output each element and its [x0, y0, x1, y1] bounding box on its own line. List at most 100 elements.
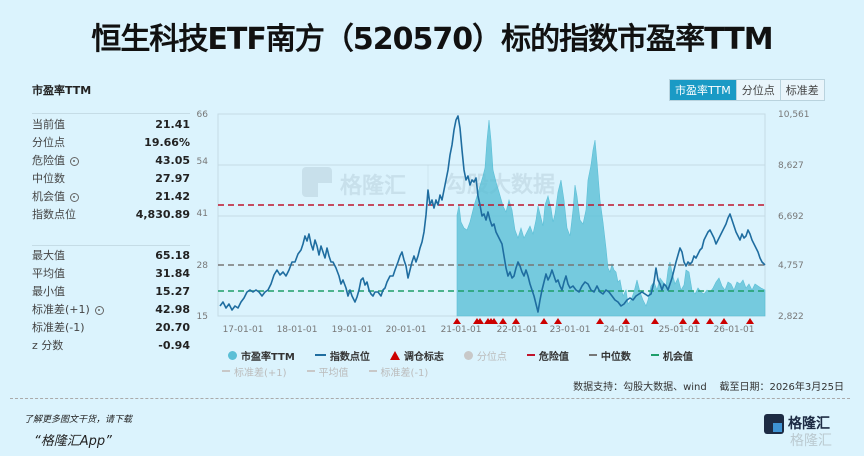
- y-right-tick: 6,692: [778, 212, 804, 222]
- rebalance-marker[interactable]: [622, 318, 630, 324]
- stat-value: 27.97: [155, 172, 190, 185]
- stat-value: 15.27: [155, 285, 190, 298]
- stat-row-zscore: z 分数 -0.94: [32, 337, 190, 355]
- legend-label: 分位点: [476, 351, 507, 363]
- stat-value: 4,830.89: [135, 208, 190, 221]
- x-tick: 21-01-01: [441, 325, 482, 335]
- brand-logo: 格隆汇: [764, 414, 830, 434]
- stat-row-median: 中位数 27.97: [32, 170, 190, 188]
- stat-label: 最大值: [32, 249, 65, 262]
- stat-label: 标准差(+1): [32, 303, 90, 316]
- x-tick: 25-01-01: [659, 325, 700, 335]
- rebalance-marker[interactable]: [476, 318, 484, 324]
- rebalance-marker[interactable]: [692, 318, 700, 324]
- legend-opportunity[interactable]: 机会值: [650, 348, 693, 363]
- legend-median[interactable]: 中位数: [588, 348, 631, 363]
- watermark-right: 勾股大数据: [445, 172, 555, 198]
- logo-icon: [764, 414, 784, 434]
- rebalance-marker[interactable]: [499, 318, 507, 324]
- legend-index-level[interactable]: 指数点位: [314, 348, 370, 363]
- stat-row-current: 当前值 21.41: [32, 116, 190, 134]
- legend-mean[interactable]: 平均值: [306, 364, 349, 379]
- promo-text: 了解更多图文干货，请下载: [24, 415, 133, 425]
- dash-icon: [588, 354, 597, 356]
- rebalance-marker[interactable]: [554, 318, 562, 324]
- rebalance-marker[interactable]: [651, 318, 659, 324]
- promo-app-name: “格隆汇App”: [34, 434, 112, 449]
- legend-label: 平均值: [318, 367, 349, 379]
- gear-icon[interactable]: [70, 156, 79, 166]
- stats-divider-bottom: [32, 245, 190, 246]
- y-left-tick: 54: [197, 157, 209, 167]
- stat-row-min: 最小值 15.27: [32, 283, 190, 301]
- rebalance-marker[interactable]: [746, 318, 754, 324]
- stat-label: 机会值: [32, 190, 65, 203]
- footer-divider: [10, 398, 850, 399]
- legend-std-minus[interactable]: 标准差(-1): [368, 364, 429, 379]
- stats-group-distribution: 最大值 65.18 平均值 31.84 最小值 15.27 标准差(+1) 42.98 …: [32, 247, 190, 355]
- rebalance-marker[interactable]: [453, 318, 461, 324]
- legend-label: 调仓标志: [403, 351, 444, 363]
- stat-label: 当前值: [32, 118, 65, 131]
- legend-pe-ttm[interactable]: 市盈率TTM: [228, 348, 295, 363]
- stat-value: 43.05: [155, 154, 190, 167]
- stat-row-mean: 平均值 31.84: [32, 265, 190, 283]
- legend-label: 危险值: [538, 351, 569, 363]
- y-left-tick: 28: [197, 261, 209, 271]
- legend-danger[interactable]: 危险值: [526, 348, 569, 363]
- stat-row-max: 最大值 65.18: [32, 247, 190, 265]
- dash-icon: [368, 370, 377, 372]
- legend-std-plus[interactable]: 标准差(+1): [222, 364, 287, 379]
- rebalance-marker[interactable]: [706, 318, 714, 324]
- rebalance-markers: [453, 318, 754, 324]
- tab-std-dev[interactable]: 标准差: [779, 80, 824, 100]
- legend-percentile[interactable]: 分位点: [463, 348, 507, 363]
- dash-icon: [650, 354, 659, 356]
- stat-value: 20.70: [155, 321, 190, 334]
- stat-row-std-minus: 标准差(-1) 20.70: [32, 319, 190, 337]
- x-tick: 17-01-01: [223, 325, 264, 335]
- gear-icon[interactable]: [94, 305, 104, 315]
- rebalance-marker[interactable]: [679, 318, 687, 324]
- index-level-line: [219, 115, 766, 313]
- y-right-tick: 4,757: [778, 261, 804, 271]
- legend-label: 标准差(-1): [380, 367, 429, 379]
- tab-percentile[interactable]: 分位点: [735, 80, 780, 100]
- legend-label: 指数点位: [329, 351, 370, 363]
- triangle-icon: [389, 350, 400, 360]
- x-tick: 18-01-01: [277, 325, 318, 335]
- x-tick: 23-01-01: [550, 325, 591, 335]
- rebalance-marker[interactable]: [490, 318, 498, 324]
- watermark: 格隆汇 勾股大数据: [302, 165, 555, 200]
- legend-rebalance[interactable]: 调仓标志: [389, 348, 444, 363]
- rebalance-marker[interactable]: [596, 318, 604, 324]
- dot-icon: [463, 350, 473, 360]
- stat-label: 中位数: [32, 172, 65, 185]
- logo-watermark: 格隆汇: [790, 433, 832, 449]
- stats-divider-top: [32, 113, 190, 114]
- x-tick: 20-01-01: [386, 325, 427, 335]
- stat-value: 65.18: [155, 249, 190, 262]
- y-left-tick: 15: [197, 312, 208, 322]
- stat-value: 21.41: [155, 118, 190, 131]
- stat-label: z 分数: [32, 339, 64, 352]
- dash-icon: [222, 370, 230, 372]
- stats-group-current: 当前值 21.41 分位点 19.66% 危险值 43.05 中位数 27.97 机会值…: [32, 116, 190, 224]
- tab-pe-ttm[interactable]: 市盈率TTM: [670, 80, 736, 100]
- stat-row-index-level: 指数点位 4,830.89: [32, 206, 190, 224]
- rebalance-marker[interactable]: [512, 318, 520, 324]
- rebalance-marker[interactable]: [540, 318, 548, 324]
- y-axis-right: 10,561 8,627 6,692 4,757 2,822: [778, 110, 810, 322]
- legend-label: 标准差(+1): [234, 367, 287, 379]
- gear-icon[interactable]: [70, 192, 79, 202]
- x-tick: 26-01-01: [714, 325, 755, 335]
- stat-label: 危险值: [32, 154, 65, 167]
- source-text: 数据支持：勾股大数据、wind: [573, 382, 707, 393]
- logo-text: 格隆汇: [788, 416, 830, 432]
- stat-value: 31.84: [155, 267, 190, 280]
- dot-icon: [228, 350, 237, 360]
- rebalance-marker[interactable]: [720, 318, 728, 324]
- stat-label: 平均值: [32, 267, 65, 280]
- x-tick: 19-01-01: [332, 325, 373, 335]
- stat-value: 42.98: [155, 303, 190, 316]
